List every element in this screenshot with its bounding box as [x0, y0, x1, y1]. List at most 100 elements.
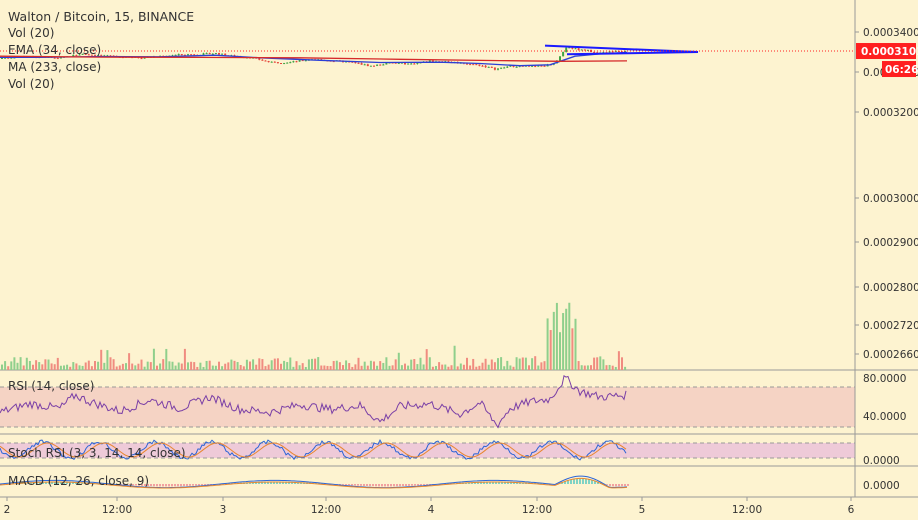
macd-bar: [354, 484, 356, 486]
macd-bar: [402, 484, 404, 487]
volume-bar: [44, 359, 47, 370]
volume-bar: [38, 362, 41, 370]
volume-bar: [388, 365, 391, 370]
candle-body: [183, 54, 186, 56]
volume-bar: [342, 365, 344, 370]
volume-bar: [438, 362, 441, 370]
volume-bar: [63, 365, 65, 370]
candle-body: [531, 65, 534, 67]
volume-bar: [360, 365, 363, 370]
candle-body: [72, 55, 75, 57]
candle-body: [534, 65, 537, 67]
candle-body: [10, 57, 13, 59]
candle-body: [7, 57, 10, 59]
volume-bar: [106, 350, 109, 370]
macd-bar: [591, 479, 593, 484]
volume-bar: [19, 357, 22, 370]
volume-bar: [391, 365, 394, 370]
macd-pane-label[interactable]: MACD (12, 26, close, 9): [8, 474, 150, 488]
candle-body: [208, 53, 211, 55]
candle-body: [394, 62, 397, 64]
volume-bar: [75, 363, 78, 370]
volume-bar: [165, 348, 168, 370]
candle-body: [487, 66, 490, 68]
candle-body: [366, 64, 369, 67]
volume-bar: [252, 359, 255, 370]
volume-bar: [50, 363, 53, 370]
volume-bar: [608, 364, 611, 370]
volume-bar: [314, 358, 317, 370]
candle-body: [357, 62, 360, 64]
volume-bar: [224, 363, 227, 370]
macd-bar: [258, 481, 260, 484]
candle-body: [481, 65, 484, 67]
volume-bar: [487, 364, 490, 370]
macd-bar: [264, 481, 266, 484]
volume-bar: [493, 362, 496, 370]
candle-body: [521, 65, 524, 67]
volume-bar: [444, 364, 447, 370]
macd-bar: [357, 484, 359, 486]
rsi-pane-label[interactable]: RSI (14, close): [8, 379, 95, 393]
triangle-lower-line: [566, 51, 699, 56]
macd-bar: [420, 484, 422, 486]
macd-bar: [483, 481, 485, 484]
candle-body: [503, 67, 506, 69]
candle-body: [565, 47, 568, 53]
volume-bar: [571, 328, 574, 370]
volume-bar: [16, 362, 19, 370]
volume-bar: [236, 362, 239, 370]
price-tick-label: 0.0003400: [863, 27, 918, 39]
volume-bar: [301, 363, 304, 370]
candle-body: [174, 54, 177, 56]
volume-bar: [59, 365, 62, 370]
volume-bar: [190, 361, 193, 370]
volume-bar: [394, 359, 397, 370]
macd-bar: [6, 483, 8, 485]
volume-bar: [28, 360, 31, 370]
volume-bar: [441, 364, 444, 370]
candle-body: [428, 60, 431, 63]
volume-bar: [137, 363, 140, 370]
volume-bar: [462, 364, 465, 370]
symbol-title[interactable]: Walton / Bitcoin, 15, BINANCE: [8, 9, 195, 24]
volume-bar: [329, 366, 332, 370]
volume-bar: [472, 358, 475, 370]
indicator-vol-label[interactable]: Vol (20): [8, 26, 55, 40]
volume-bar: [276, 358, 279, 370]
volume-bar: [156, 365, 158, 370]
macd-bar: [390, 484, 392, 487]
candle-body: [404, 62, 406, 65]
volume-bar: [4, 361, 7, 370]
macd-bar: [285, 481, 287, 484]
macd-signal-line: [0, 477, 628, 489]
macd-bar: [210, 484, 212, 485]
volume-bar: [227, 362, 230, 370]
candle-body: [283, 63, 286, 65]
macd-bar: [396, 484, 398, 487]
candle-body: [84, 53, 87, 55]
candle-body: [506, 66, 509, 68]
macd-bar: [150, 484, 152, 487]
price-tick-label: 0.0002800: [863, 282, 918, 294]
indicator-ema-label[interactable]: EMA (34, close): [8, 43, 102, 57]
macd-bar: [618, 484, 620, 487]
candle-body: [497, 68, 499, 70]
indicator-ma-label[interactable]: MA (233, close): [8, 60, 102, 74]
volume-bar: [168, 361, 171, 370]
candle-body: [509, 65, 512, 67]
volume-bar: [112, 359, 115, 370]
volume-bar: [404, 363, 406, 370]
candle-body: [571, 47, 574, 49]
volume-bar: [47, 359, 50, 370]
candle-body: [56, 58, 59, 60]
macd-bar: [366, 484, 368, 487]
candle-body: [270, 61, 273, 63]
indicator-vol2-label[interactable]: Vol (20): [8, 77, 55, 91]
time-tick-label: 12:00: [102, 504, 132, 516]
volume-bar: [450, 365, 453, 370]
candle-body: [276, 62, 279, 64]
stoch-rsi-pane-label[interactable]: Stoch RSI (3, 3, 14, 14, close): [8, 446, 186, 460]
